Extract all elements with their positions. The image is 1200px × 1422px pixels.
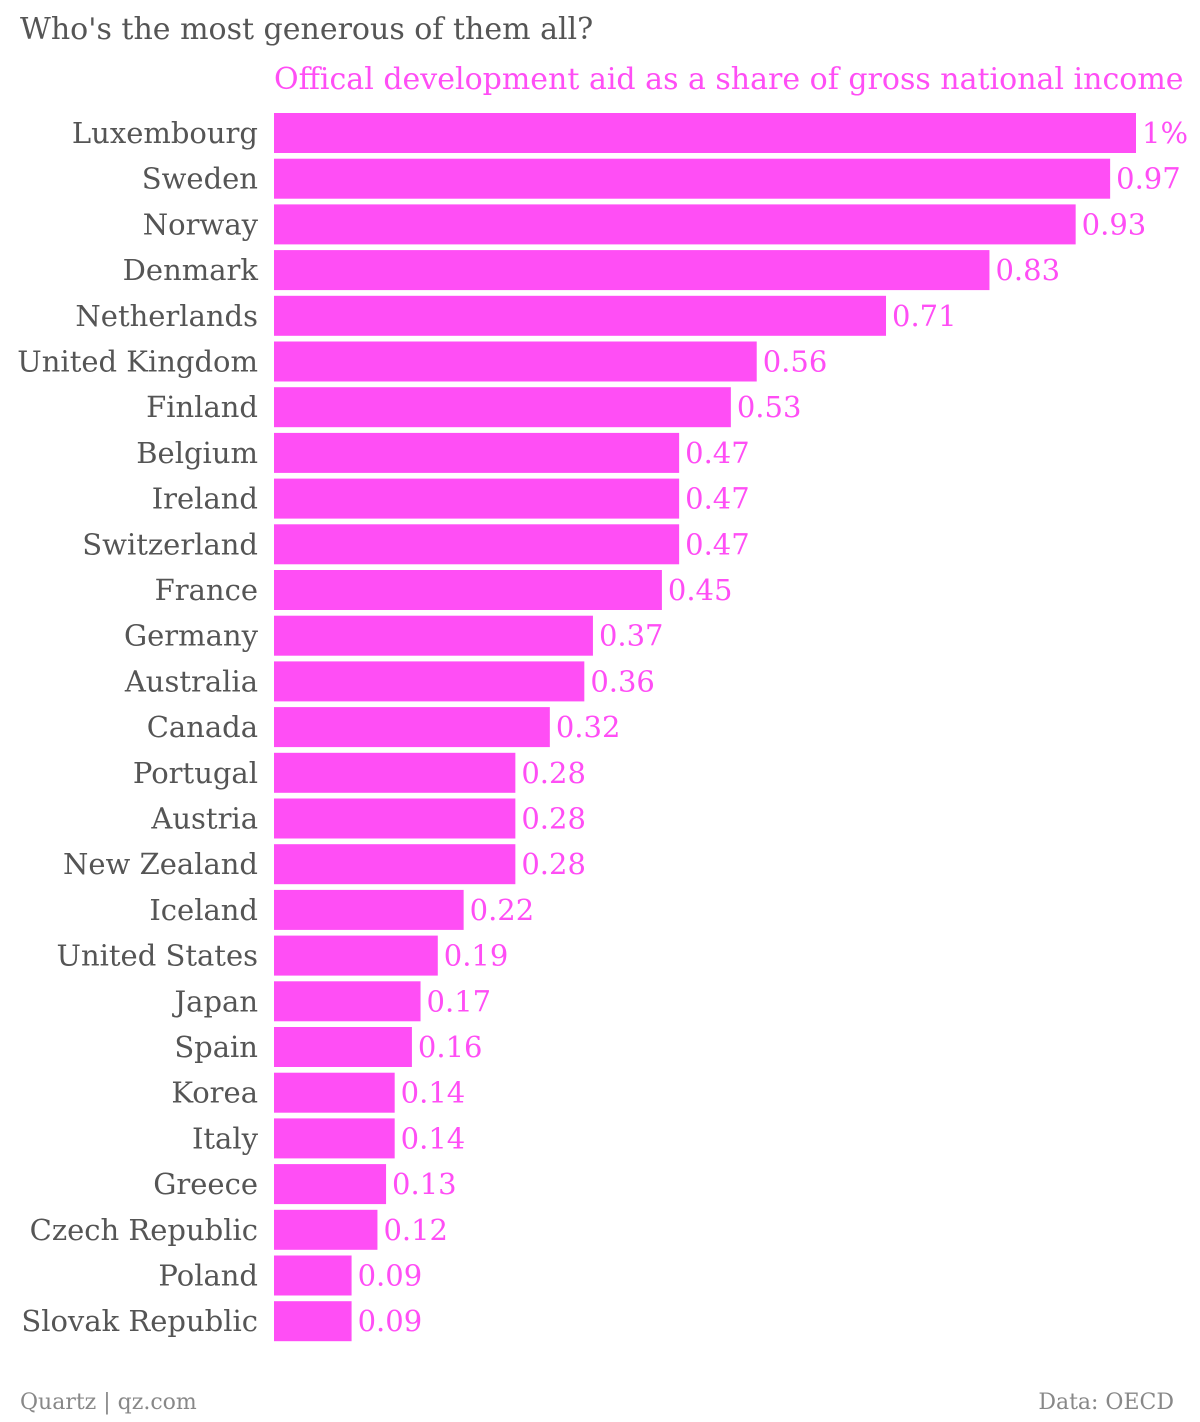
category-label: Italy [192,1121,259,1155]
category-label: Canada [147,710,258,744]
category-label: Spain [174,1030,258,1064]
value-label: 0.47 [685,482,750,516]
category-label: Germany [124,619,259,653]
bar [274,387,731,428]
bar [274,570,662,610]
bar [274,113,1136,153]
category-label: Slovak Republic [21,1304,258,1338]
category-label: Luxembourg [72,116,258,150]
bar [274,1301,352,1342]
category-label: Japan [172,984,258,1018]
category-label: Korea [171,1076,258,1110]
bar [274,981,421,1022]
value-label: 0.36 [590,664,655,698]
category-label: United Kingdom [17,345,258,379]
value-label: 0.32 [556,710,621,744]
value-label: 0.09 [358,1259,423,1293]
value-label: 0.45 [668,573,733,607]
value-label: 1% [1142,116,1188,150]
category-label: Belgium [136,436,258,470]
chart-title: Who's the most generous of them all? [20,12,594,47]
chart-subtitle: Offical development aid as a share of gr… [274,62,1184,97]
bar [274,1255,352,1296]
bar [274,935,438,976]
value-label: 0.97 [1116,162,1181,196]
bar [274,1209,378,1250]
category-label: France [155,573,258,607]
category-label: Austria [150,802,258,836]
bar [274,1118,395,1159]
category-label: Switzerland [82,527,258,561]
category-label: Czech Republic [30,1213,258,1247]
value-label: 0.37 [599,619,664,653]
bar [274,1164,387,1205]
bar [274,798,516,839]
category-label: Sweden [142,162,258,196]
value-label: 0.28 [521,802,586,836]
category-label: Denmark [123,253,259,287]
category-label: Finland [146,390,258,424]
category-label: Poland [158,1259,258,1293]
bar [274,752,516,793]
value-label: 0.47 [685,527,750,561]
bar [274,889,464,930]
value-label: 0.14 [401,1121,466,1155]
value-label: 0.17 [427,984,492,1018]
bar-chart: Luxembourg 1% Sweden 0.97 Norway 0.93 Denmark 0… [17,113,1188,1342]
category-label: Netherlands [75,299,258,333]
category-label: United States [57,939,259,973]
bar [274,1027,412,1067]
bar [274,432,680,473]
bar [274,1072,395,1113]
value-label: 0.14 [401,1076,466,1110]
bar [274,341,757,382]
footer-source-left: Quartz | qz.com [20,1390,197,1415]
bar [274,524,680,565]
value-label: 0.28 [521,847,586,881]
value-label: 0.83 [995,253,1060,287]
value-label: 0.19 [444,939,509,973]
category-label: Iceland [149,893,258,927]
bar [274,615,593,656]
value-label: 0.93 [1082,207,1147,241]
bar [274,295,887,336]
bar [274,661,585,702]
value-label: 0.28 [521,756,586,790]
category-label: Ireland [152,482,258,516]
category-label: Greece [153,1167,258,1201]
value-label: 0.71 [892,299,957,333]
category-label: Portugal [133,756,258,790]
bar [274,478,680,519]
footer-source-right: Data: OECD [1038,1390,1174,1415]
value-label: 0.16 [418,1030,483,1064]
bar [274,158,1111,199]
value-label: 0.09 [358,1304,423,1338]
value-label: 0.56 [763,345,828,379]
value-label: 0.13 [392,1167,457,1201]
value-label: 0.22 [470,893,535,927]
value-label: 0.47 [685,436,750,470]
category-label: New Zealand [63,847,258,881]
category-label: Norway [143,207,259,241]
category-label: Australia [124,664,258,698]
bar [274,250,990,291]
bar [274,844,516,885]
value-label: 0.53 [737,390,802,424]
value-label: 0.12 [383,1213,448,1247]
bar [274,204,1076,245]
bar [274,707,550,748]
